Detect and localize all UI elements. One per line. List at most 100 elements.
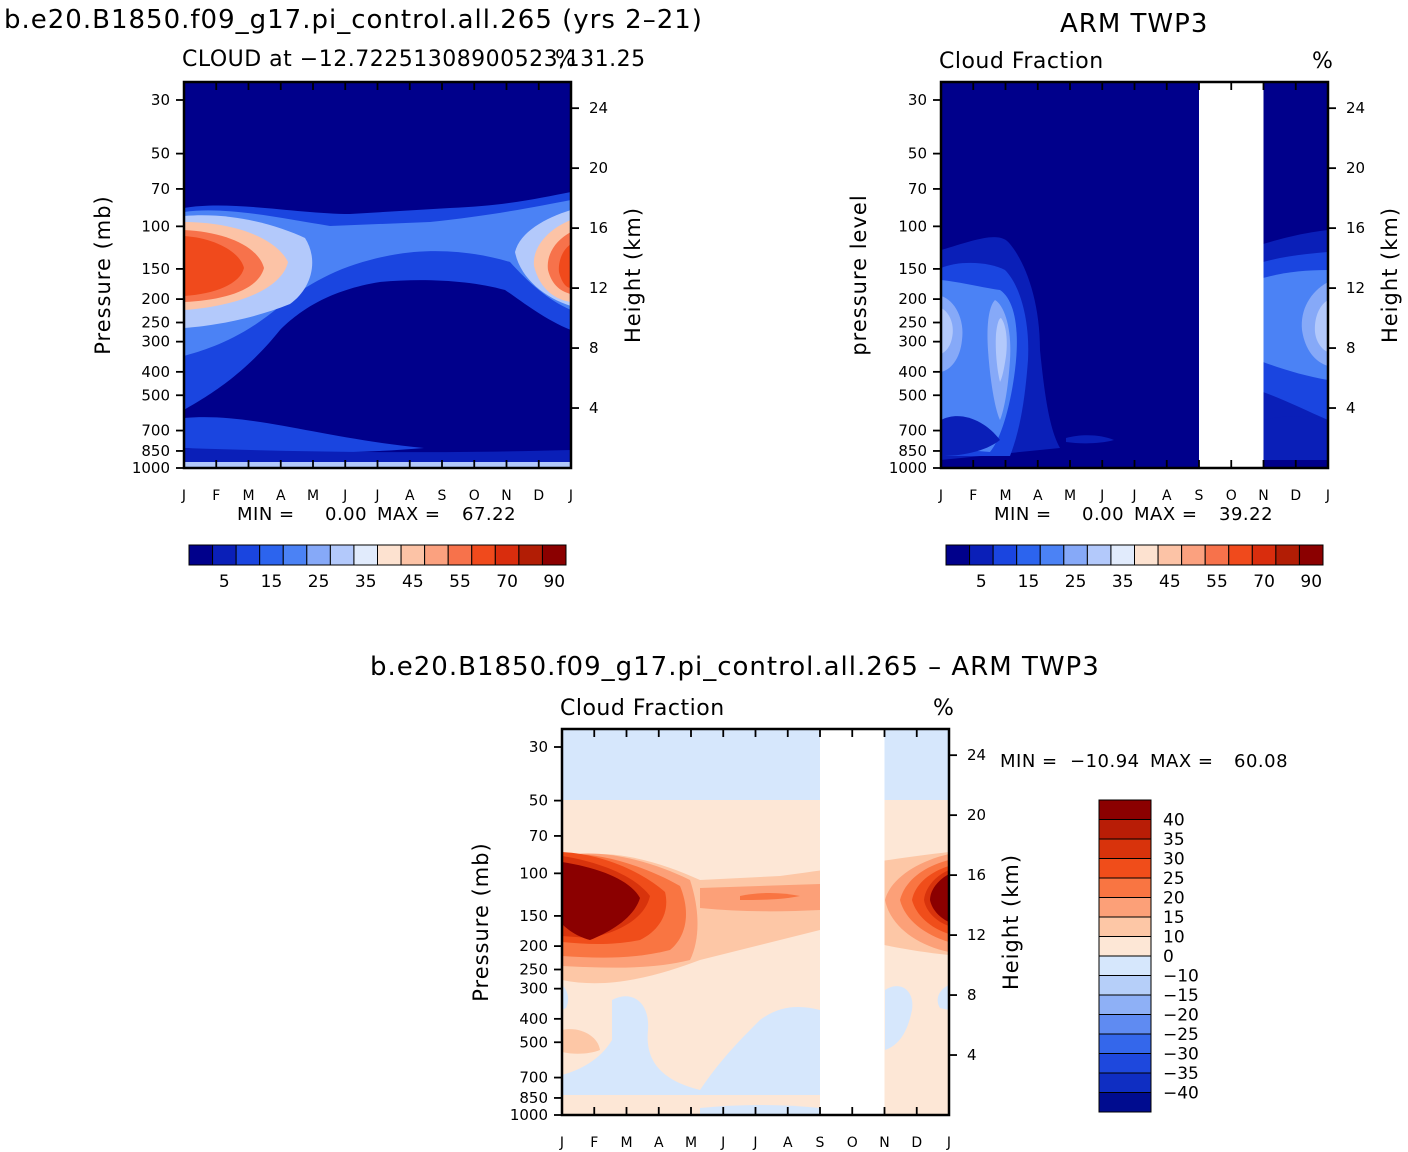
- obs-min-value: 0.00: [1082, 504, 1124, 525]
- diff-pressure-label: 300: [519, 980, 548, 998]
- model-height-axis-label: Height (km): [621, 207, 645, 343]
- model-colorbar-swatch: [447, 544, 473, 566]
- diff-colorbar-swatch: [1098, 838, 1152, 859]
- obs-height-label: 20: [1346, 159, 1365, 177]
- obs-month-label: J: [1131, 488, 1136, 504]
- obs-month-label: J: [938, 488, 943, 504]
- obs-level-35-east: [1314, 300, 1328, 352]
- diff-height-label: 20: [967, 806, 986, 824]
- model-month-label: J: [342, 488, 347, 504]
- obs-month-label: A: [1162, 488, 1172, 504]
- model-pressure-label: 250: [141, 314, 170, 332]
- obs-height-label: 12: [1346, 279, 1365, 297]
- diff-pressure-label: 400: [519, 1010, 548, 1028]
- diff-level-20-mid: [740, 893, 800, 900]
- model-colorbar-swatch: [329, 544, 355, 566]
- diff-month-label: M: [685, 1135, 697, 1151]
- obs-pressure-label: 300: [898, 333, 927, 351]
- diff-colorbar-label: 30: [1163, 850, 1185, 870]
- obs-month-label: O: [1226, 488, 1237, 504]
- obs-low-cloud: [941, 416, 1000, 456]
- diff-panel-title: Cloud Fraction: [560, 696, 725, 721]
- model-max-label: MAX =: [377, 504, 440, 525]
- model-colorbar-swatch: [400, 544, 426, 566]
- model-colorbar-swatch: [306, 544, 331, 566]
- diff-pressure-label: 50: [529, 792, 548, 810]
- obs-colorbar-swatch: [1039, 544, 1065, 566]
- obs-panel-title: Cloud Fraction: [939, 49, 1104, 74]
- model-colorbar-swatch: [235, 544, 261, 566]
- obs-height-label: 4: [1346, 399, 1356, 417]
- obs-max-label: MAX =: [1134, 504, 1197, 525]
- obs-surface-east: [1263, 416, 1328, 460]
- diff-max-value: 60.08: [1234, 751, 1288, 772]
- diff-negative-lower: [562, 996, 820, 1095]
- diff-month-label: F: [590, 1135, 598, 1151]
- model-pressure-label: 50: [151, 145, 170, 163]
- diff-pressure-label: 100: [519, 864, 548, 882]
- obs-level-35-mid: [995, 318, 1007, 382]
- model-colorbar-swatch: [424, 544, 449, 566]
- model-colorbar-label: 90: [543, 572, 565, 592]
- model-pressure-label: 850: [141, 442, 170, 460]
- model-height-label: 4: [589, 399, 599, 417]
- diff-pressure-label: 200: [519, 937, 548, 955]
- diff-title: b.e20.B1850.f09_g17.pi_control.all.265 –…: [370, 652, 1100, 682]
- obs-colorbar-label: 25: [1065, 572, 1087, 592]
- obs-pressure-label: 100: [898, 217, 927, 235]
- model-cloud-field: [184, 82, 571, 468]
- diff-level-40-east: [930, 874, 949, 922]
- diff-colorbar-swatch: [1098, 1072, 1152, 1093]
- obs-colorbar-swatch: [969, 544, 994, 566]
- obs-cloud-field: [941, 82, 1328, 468]
- diff-units-label: %: [933, 696, 954, 721]
- obs-month-label: F: [969, 488, 977, 504]
- model-colorbar-swatch: [494, 544, 520, 566]
- model-height-label: 8: [589, 339, 599, 357]
- obs-colorbar-swatch: [1063, 544, 1088, 566]
- model-month-label: A: [276, 488, 286, 504]
- diff-height-axis-label: Height (km): [999, 854, 1023, 990]
- model-colorbar-swatch: [471, 544, 496, 566]
- diff-pressure-label: 500: [519, 1033, 548, 1051]
- diff-month-label: J: [559, 1135, 564, 1151]
- diff-negative-west-edge: [562, 985, 569, 1010]
- model-pressure-label: 200: [141, 290, 170, 308]
- model-colorbar-label: 45: [402, 572, 424, 592]
- obs-colorbar-swatch: [1110, 544, 1135, 566]
- diff-colorbar-swatch: [1098, 858, 1152, 879]
- diff-colorbar-swatch: [1098, 936, 1152, 957]
- diff-upper-negative: [562, 729, 949, 800]
- diff-negative-east-edge: [937, 985, 949, 1010]
- obs-month-label: M: [999, 488, 1011, 504]
- model-height-label: 24: [589, 99, 608, 117]
- obs-pressure-label: 200: [898, 290, 927, 308]
- diff-colorbar-swatch: [1098, 799, 1152, 820]
- diff-month-label: M: [620, 1135, 632, 1151]
- obs-height-axis-label: Height (km): [1378, 207, 1402, 343]
- model-min-label: MIN =: [237, 504, 295, 525]
- obs-pressure-label: 70: [908, 180, 927, 198]
- diff-colorbar-label: 20: [1163, 889, 1185, 909]
- model-low-cloud: [184, 417, 424, 453]
- diff-min-label: MIN =: [1000, 751, 1058, 772]
- model-month-label: M: [242, 488, 254, 504]
- diff-colorbar-label: −20: [1163, 1006, 1199, 1026]
- obs-colorbar-swatch: [1181, 544, 1206, 566]
- diff-month-label: J: [720, 1135, 725, 1151]
- obs-month-label: A: [1033, 488, 1043, 504]
- model-colorbar: 5 15 25 35 45 55 70 90: [188, 544, 567, 592]
- model-height-label: 12: [589, 279, 608, 297]
- diff-height-label: 4: [967, 1046, 977, 1064]
- diff-colorbar-label: 40: [1163, 811, 1185, 831]
- obs-colorbar-swatch: [1251, 544, 1277, 566]
- diff-pressure-label: 30: [529, 738, 548, 756]
- obs-height-label: 8: [1346, 339, 1356, 357]
- model-colorbar-label: 15: [261, 572, 283, 592]
- diff-height-label: 12: [967, 926, 986, 944]
- diff-pressure-label: 70: [529, 827, 548, 845]
- model-pressure-label: 150: [141, 260, 170, 278]
- obs-level-35-west: [941, 308, 953, 354]
- obs-pressure-label: 1000: [889, 459, 927, 477]
